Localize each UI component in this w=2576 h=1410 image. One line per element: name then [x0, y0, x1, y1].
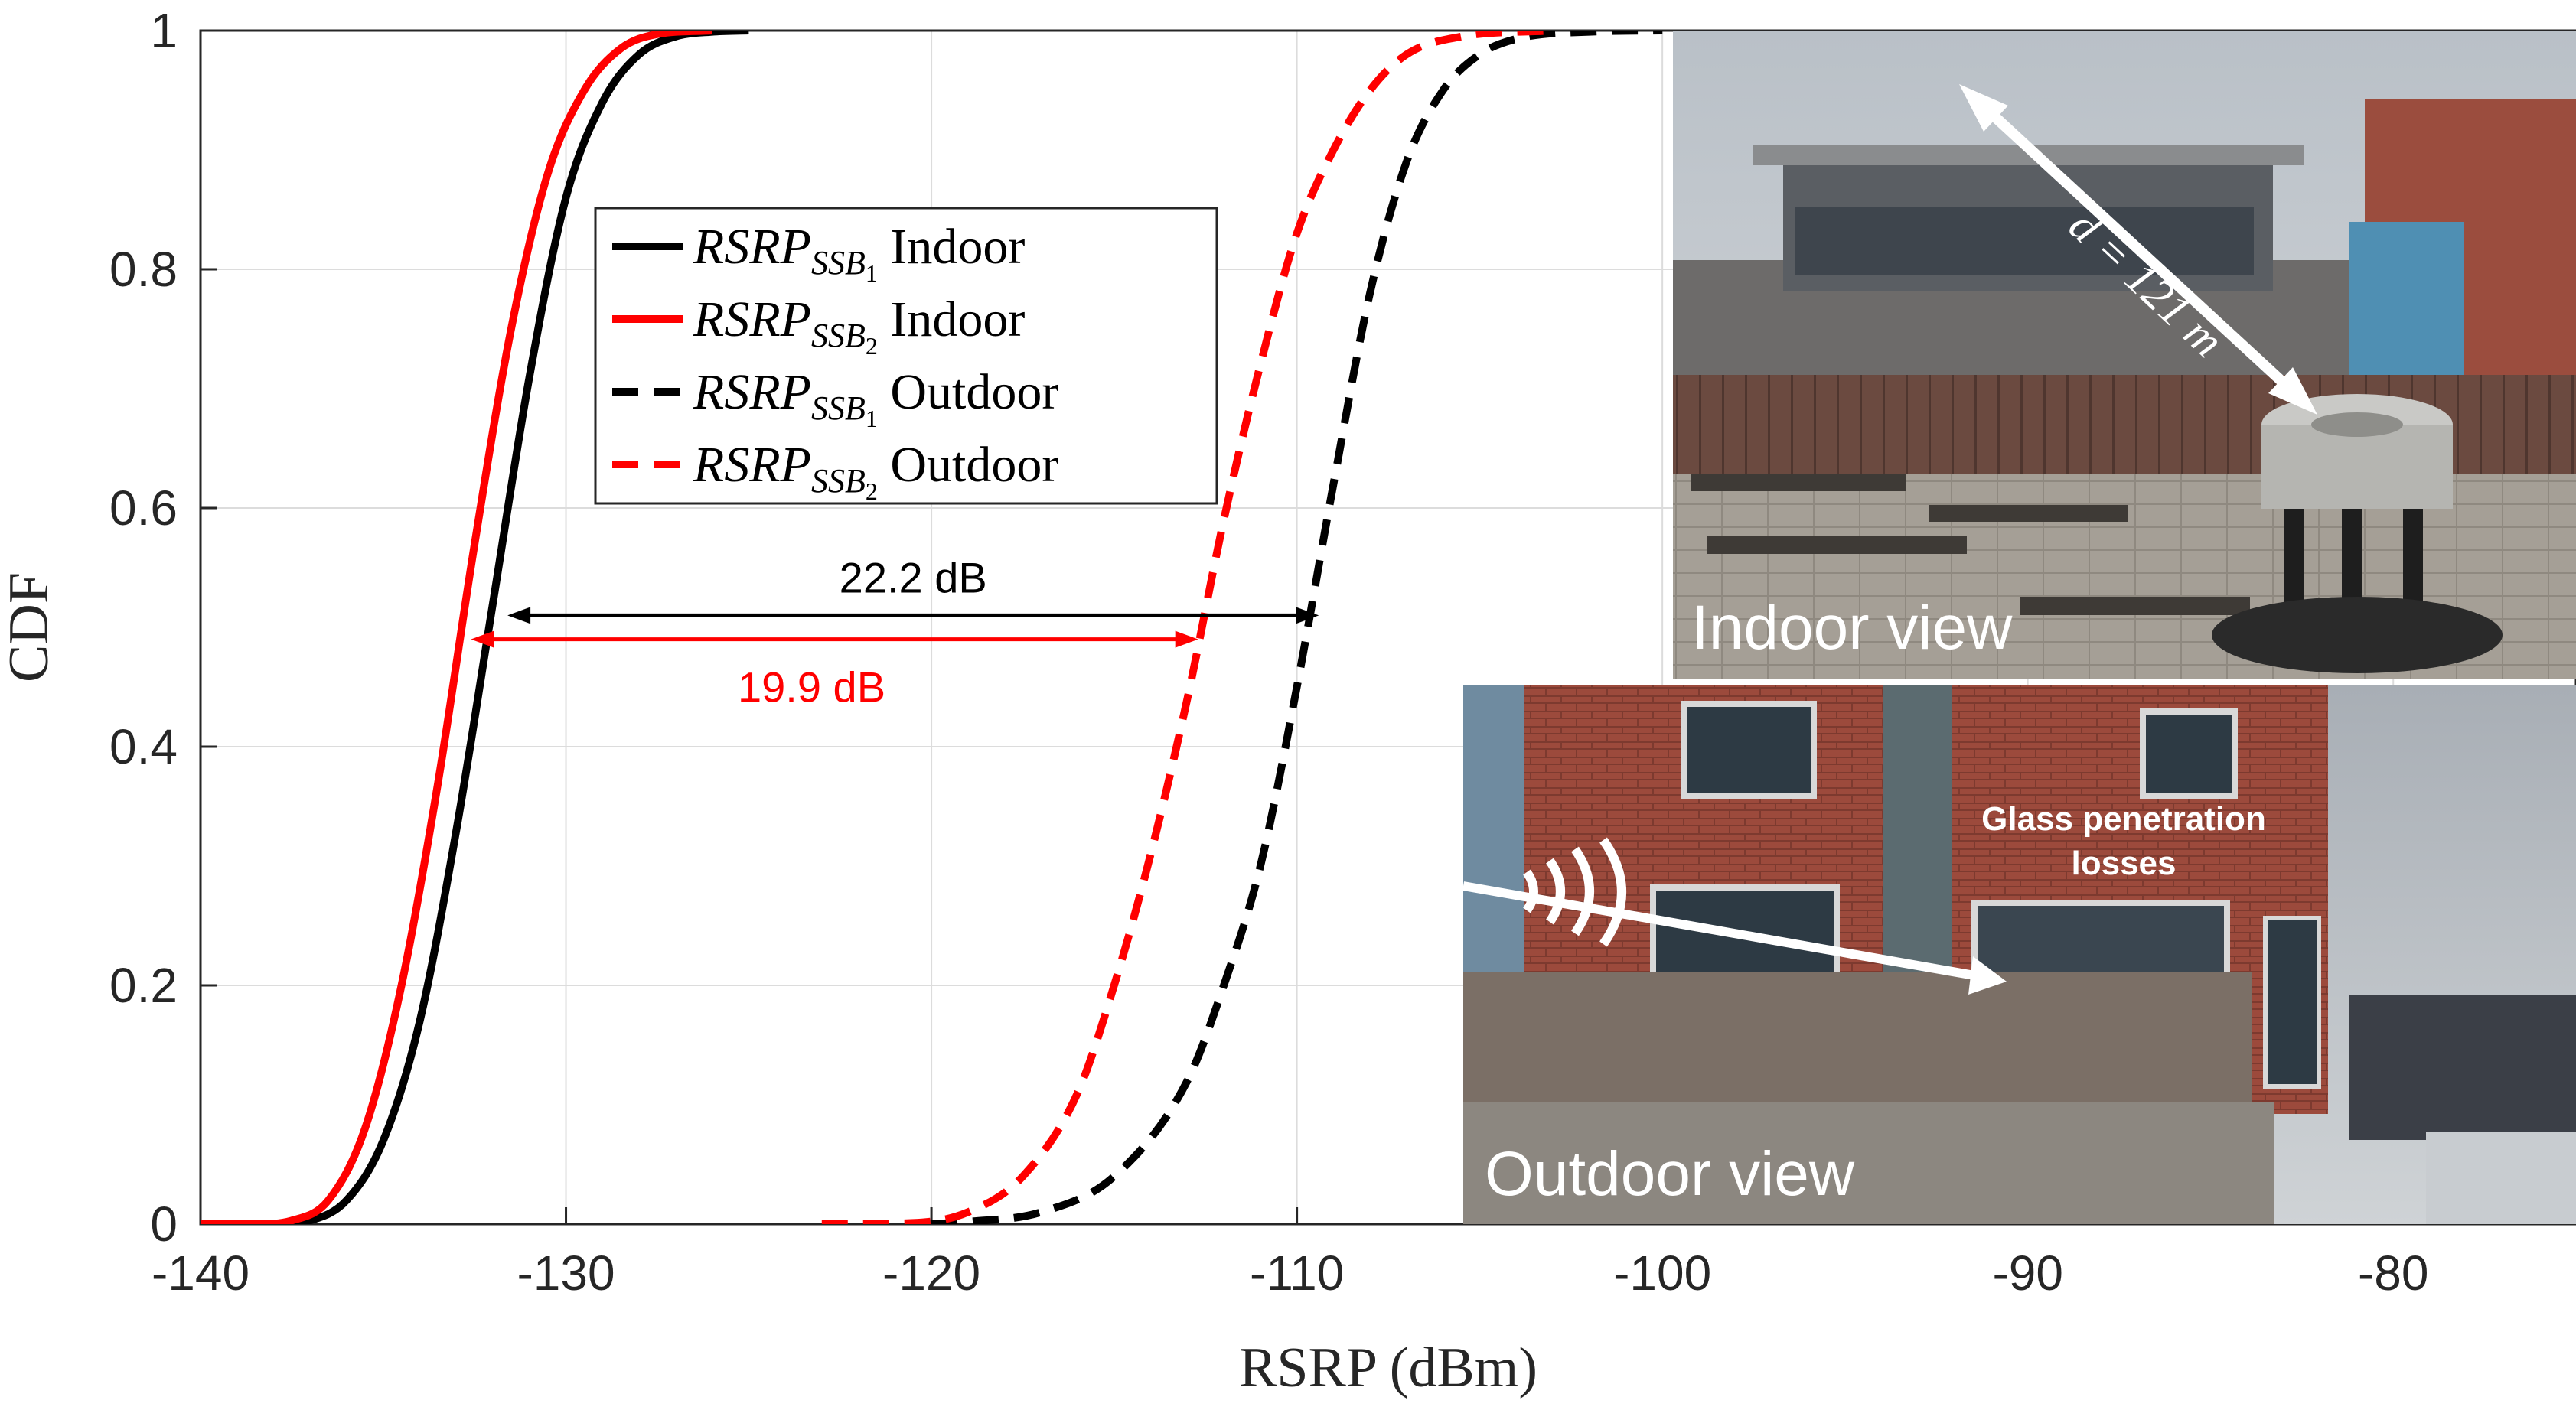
legend-label-1: RSRPSSB1 Indoor — [693, 219, 1025, 287]
gap-annotations: 22.2 dB 19.9 dB — [471, 553, 1319, 712]
y-axis-label: CDF — [0, 572, 60, 682]
y-tick-label: 0.8 — [109, 242, 178, 297]
glass-penetration-label-line1: Glass penetration — [1981, 800, 2266, 838]
penetration-arrow — [1462, 881, 1976, 980]
x-tick-labels: -140 -130 -120 -110 -100 -90 -80 — [152, 1246, 2429, 1301]
y-tick-label: 0.6 — [109, 480, 178, 536]
x-tick-label: -90 — [1992, 1246, 2063, 1301]
cdf-series-4-line — [821, 31, 1554, 1224]
gap-arrowhead-right-2 — [1175, 630, 1198, 648]
x-tick-label: -100 — [1613, 1246, 1711, 1301]
cdf-series-2-line — [201, 31, 712, 1224]
x-axis-label: RSRP (dBm) — [1239, 1337, 1537, 1399]
x-tick-label: -130 — [517, 1246, 615, 1301]
x-tick-label: -140 — [152, 1246, 249, 1301]
distance-arrow — [1972, 95, 2304, 402]
gap-arrowhead-right-1 — [1296, 607, 1319, 624]
gap-label-2: 19.9 dB — [738, 663, 885, 712]
legend-label-3: RSRPSSB1 Outdoor — [693, 364, 1058, 432]
y-tick-label: 0 — [150, 1197, 178, 1252]
x-tick-label: -120 — [882, 1246, 980, 1301]
glass-penetration-label-line2: losses — [2072, 845, 2177, 882]
indoor-photo: d = 121 m Indoor view — [1673, 31, 2576, 679]
cdf-series-1-line — [201, 31, 749, 1224]
legend-label-2: RSRPSSB2 Indoor — [693, 291, 1025, 360]
legend-label-4: RSRPSSB2 Outdoor — [693, 437, 1058, 505]
gap-label-1: 22.2 dB — [840, 553, 987, 601]
gap-arrowhead-left-2 — [471, 630, 494, 648]
indoor-view-label: Indoor view — [1691, 593, 2013, 663]
signal-waves-icon — [1522, 837, 1626, 947]
gap-arrowhead-left-1 — [507, 607, 531, 624]
outdoor-view-label: Outdoor view — [1485, 1139, 1855, 1209]
y-tick-label: 0.2 — [109, 958, 178, 1013]
y-tick-labels: 0 0.2 0.4 0.6 0.8 1 — [109, 3, 178, 1252]
x-tick-label: -80 — [2358, 1246, 2429, 1301]
legend-box — [594, 207, 1218, 505]
plot-frame — [199, 29, 2576, 1226]
x-tick-label: -110 — [1250, 1246, 1344, 1301]
outdoor-photo: Glass penetration losses Outdoor view — [1462, 685, 2576, 1224]
y-tick-label: 0.4 — [109, 719, 178, 774]
y-tick-label: 1 — [150, 3, 178, 58]
